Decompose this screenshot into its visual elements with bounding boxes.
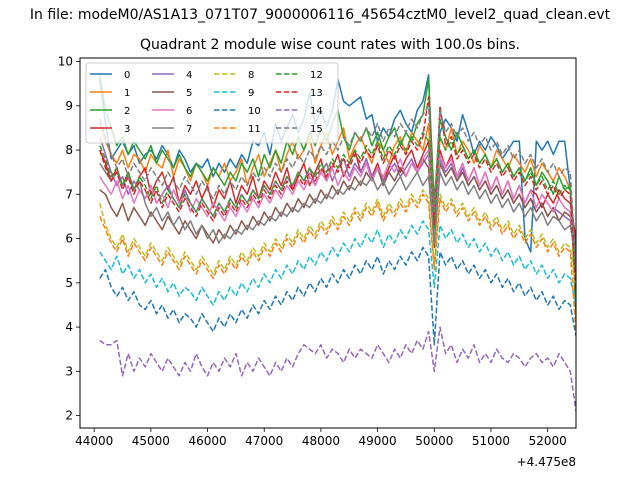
x-tick-label: 52000: [529, 434, 567, 448]
series-line-10: [99, 246, 576, 346]
figure-suptitle: In file: modeM0/AS1A13_071T07_9000006116…: [30, 7, 611, 23]
legend-label-1: 1: [124, 88, 130, 99]
y-tick-label: 3: [65, 364, 73, 378]
series-layer: [99, 74, 576, 412]
y-tick-label: 7: [65, 187, 73, 201]
legend-label-2: 2: [124, 106, 130, 117]
legend-label-8: 8: [248, 70, 254, 81]
legend-box: [85, 62, 339, 144]
series-line-14: [99, 326, 576, 412]
y-tick-label: 6: [65, 232, 73, 246]
series-line-8: [99, 189, 576, 288]
y-tick-label: 2: [65, 409, 73, 423]
y-tick-label: 8: [65, 143, 73, 157]
x-tick-label: 49000: [359, 434, 397, 448]
x-tick-label: 51000: [472, 434, 510, 448]
series-line-15: [99, 105, 576, 270]
legend-label-14: 14: [310, 106, 323, 117]
series-line-5: [99, 158, 576, 253]
y-tick-label: 9: [65, 99, 73, 113]
legend-label-4: 4: [186, 70, 192, 81]
y-tick-label: 4: [65, 320, 73, 334]
x-axis-ticks: 44000 45000 46000 47000 48000 49000 50000 51000…: [75, 428, 567, 448]
chart-title: Quadrant 2 module wise count rates with …: [140, 37, 520, 53]
x-axis-offset-label: +4.475e8: [517, 455, 576, 469]
x-tick-label: 48000: [302, 434, 340, 448]
series-line-6: [99, 149, 576, 266]
legend-label-13: 13: [310, 88, 323, 99]
series-line-7: [99, 162, 576, 261]
legend-label-9: 9: [248, 88, 254, 99]
y-axis-ticks: 2 3 4 5 6 7 8 9 10: [58, 55, 80, 423]
x-tick-label: 44000: [75, 434, 113, 448]
x-tick-label: 50000: [415, 434, 453, 448]
series-line-11: [99, 193, 576, 332]
legend-label-12: 12: [310, 70, 323, 81]
legend-label-6: 6: [186, 106, 192, 117]
legend-label-7: 7: [186, 124, 192, 135]
series-line-13: [99, 96, 576, 292]
y-tick-label: 10: [58, 55, 73, 69]
legend-label-10: 10: [248, 106, 261, 117]
series-line-12: [99, 131, 576, 279]
legend-label-3: 3: [124, 124, 130, 135]
x-tick-label: 46000: [188, 434, 226, 448]
plot-frame: [79, 57, 577, 429]
y-tick-label: 5: [65, 276, 73, 290]
legend-label-0: 0: [124, 70, 130, 81]
legend-label-5: 5: [186, 88, 192, 99]
legend-label-15: 15: [310, 124, 323, 135]
x-tick-label: 45000: [132, 434, 170, 448]
x-tick-label: 47000: [245, 434, 283, 448]
legend-label-11: 11: [248, 124, 261, 135]
series-line-9: [99, 220, 576, 306]
